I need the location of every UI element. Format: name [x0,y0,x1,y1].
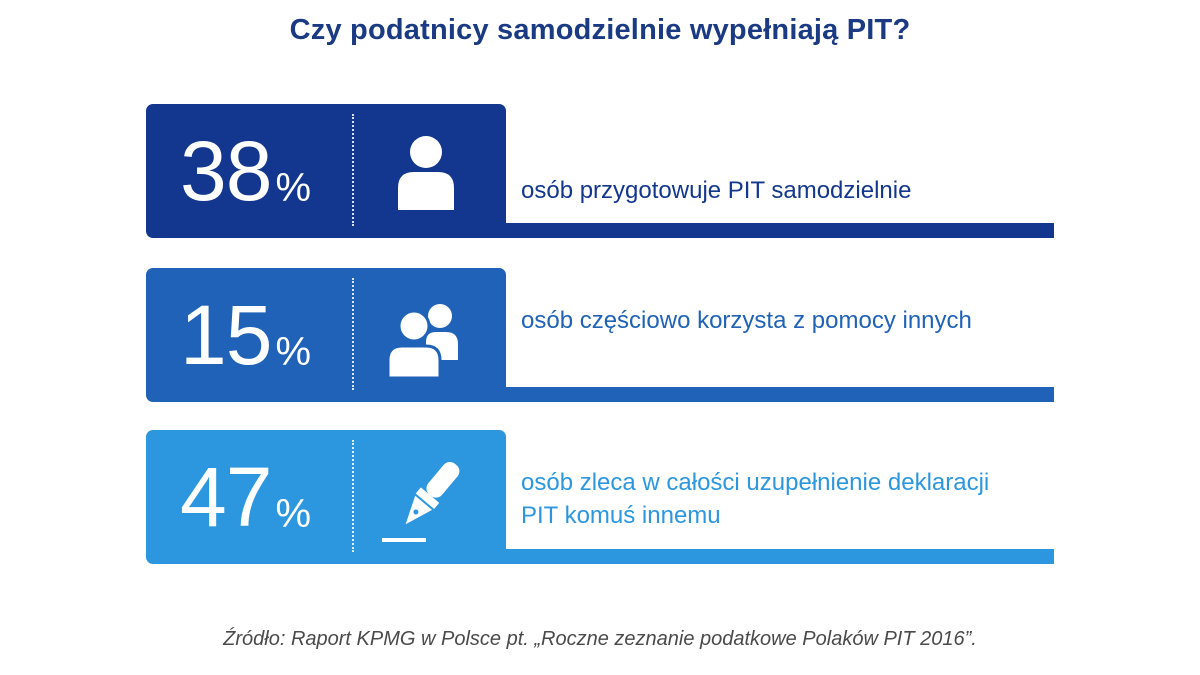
stat-description: osób zleca w całości uzupełnienie deklar… [521,469,990,529]
dotted-divider [352,440,354,552]
stat-underline-bar [496,387,1054,402]
dotted-divider [352,114,354,226]
page-title: Czy podatnicy samodzielnie wypełniają PI… [289,14,911,46]
stat-row-self: 38 % osób przygotowuje PIT samodzielnie [146,104,1056,238]
stat-unit: % [275,165,312,210]
stat-row-partial-help: 15 % osób częściowo korzysta z pomocy in… [146,268,1056,402]
stat-description: osób częściowo korzysta z pomocy innych [521,307,972,334]
dotted-divider [352,278,354,390]
stat-unit: % [275,491,312,536]
source-caption: Źródło: Raport KPMG w Polsce pt. „Roczne… [223,628,977,650]
stat-percentage: 15 % [180,268,311,402]
stat-block [146,430,506,564]
stat-value: 38 [180,124,272,218]
stat-description: osób przygotowuje PIT samodzielnie [521,177,912,204]
person-icon [398,136,454,210]
stat-value: 15 [180,288,272,382]
pen-icon [382,461,460,542]
stat-unit: % [275,329,312,374]
stat-value: 47 [180,450,272,544]
people-icon [386,304,458,380]
stat-underline-bar [496,223,1054,238]
stat-percentage: 38 % [180,104,311,238]
stat-block [146,104,506,238]
stat-row-delegated: 47 % osób zleca w całości uzupełnienie d… [146,430,1056,564]
stat-underline-bar [496,549,1054,564]
stat-percentage: 47 % [180,430,311,564]
